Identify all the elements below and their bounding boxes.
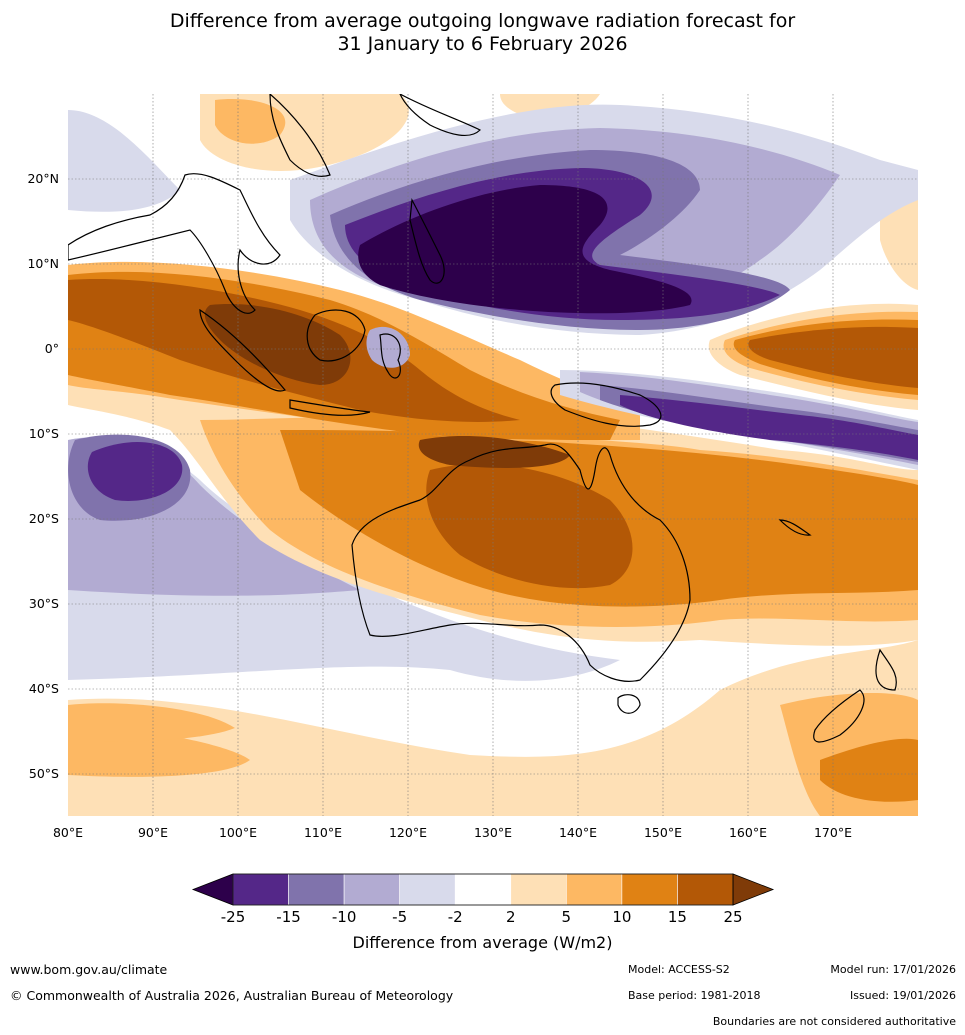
colorbar-tick-label: -2 [447,908,463,926]
lon-label: 110°E [303,825,342,840]
colorbar-bin [621,873,678,906]
colorbar-bin [454,873,512,906]
map-fields [68,94,918,816]
lon-label: 120°E [388,825,427,840]
region-south-light-orange [68,640,918,816]
lat-label: 20°N [27,170,59,186]
region-indian-ocean-dark-purple [87,442,183,501]
lat-label: 0° [44,340,59,356]
colorbar-bin [566,873,623,906]
colorbar-bin [288,873,345,906]
colorbar-tick-label: 2 [505,908,516,926]
model-name: Model: ACCESS-S2 [628,963,730,976]
philippines-coastline [409,197,445,284]
issued-date: Issued: 19/01/2026 [849,989,956,1002]
lat-label: 30°S [28,595,59,611]
colorbar-extend-high [732,873,775,906]
colorbar-bin [510,873,567,906]
title-line-2: 31 January to 6 February 2026 [337,33,628,55]
region-south-orange-west2 [68,703,235,742]
website-link[interactable]: www.bom.gov.au/climate [10,962,168,977]
sulawesi-coastline [379,333,401,379]
base-period: Base period: 1981-2018 [628,989,761,1002]
title-line-1: Difference from average outgoing longwav… [169,10,796,32]
copyright-text: © Commonwealth of Australia 2026, Austra… [10,988,454,1003]
lon-label: 160°E [728,825,767,840]
sumatra-coastline [199,308,286,392]
colorbar [191,873,775,906]
colorbar-tick-label: -25 [220,908,246,926]
tasmania-coastline [617,694,641,714]
lon-label: 80°E [52,825,84,840]
colorbar-tick-label: 15 [667,908,687,926]
lat-label: 10°S [28,425,59,441]
colorbar-tick-label: 10 [612,908,632,926]
australia-coastline [351,443,691,682]
lon-label: 170°E [813,825,852,840]
model-run-date: Model run: 17/01/2026 [830,963,956,976]
lat-label: 50°S [28,765,59,781]
colorbar-bin [677,873,734,906]
region-aus-brown [426,464,633,589]
lon-label: 100°E [218,825,257,840]
colorbar-tick-label: -15 [276,908,301,926]
graticule [68,94,918,816]
region-bay-of-bengal-lilac [68,110,180,212]
boundaries-disclaimer: Boundaries are not considered authoritat… [712,1015,956,1028]
korea-japan-coastline [399,94,482,137]
nz-south-island-coastline [813,689,865,743]
lon-label: 150°E [643,825,682,840]
region-nz-dark-orange [820,738,918,802]
china-coastline [269,94,331,177]
new-guinea-coastline [550,382,662,427]
colorbar-extend-low [191,873,234,906]
borneo-coastline [306,309,366,362]
colorbar-tick-label: -5 [392,908,408,926]
colorbar-tick-label: 5 [561,908,572,926]
chart-title: Difference from average outgoing longwav… [0,10,965,56]
colorbar-bin [399,873,456,906]
region-n-aus-darkest [418,435,570,468]
region-ne-light-orange [880,190,918,290]
region-spcz-dark-purple [620,395,918,460]
colorbar-bin [232,873,289,906]
lon-label: 140°E [558,825,597,840]
region-china-orange [215,99,286,144]
colorbar-outline [232,873,734,906]
coastlines [68,94,897,743]
region-borneo-darkest-brown [204,304,351,385]
lon-label: 90°E [137,825,169,840]
nz-north-island-coastline [875,648,897,691]
lat-label: 10°N [27,255,59,271]
colorbar-tick-label: -10 [331,908,357,926]
se-asia-coastline [68,173,281,314]
colorbar-bin [343,873,400,906]
colorbar-label: Difference from average (W/m2) [352,933,613,952]
lat-label: 20°S [28,510,59,526]
lon-label: 130°E [473,825,512,840]
colorbar-tick-label: 25 [723,908,743,926]
lat-label: 40°S [28,680,59,696]
new-caledonia-coastline [778,519,812,536]
java-coastline [289,399,371,416]
